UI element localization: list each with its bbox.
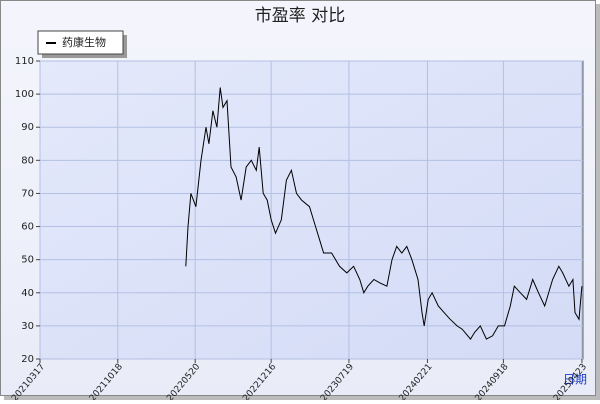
y-tick-label: 30 (21, 321, 34, 332)
y-tick-label: 80 (21, 155, 34, 166)
legend (37, 30, 124, 55)
frame-shadow (596, 4, 600, 400)
y-tick-label: 60 (21, 222, 34, 233)
y-tick-label: 40 (21, 288, 34, 299)
x-axis-label: 日期 (563, 373, 587, 387)
plot-area (39, 60, 584, 360)
y-tick-label: 50 (21, 255, 34, 266)
y-tick-label: 90 (21, 122, 34, 133)
frame-shadow (4, 396, 600, 400)
y-tick-label: 20 (21, 354, 34, 365)
y-tick-label: 70 (21, 188, 34, 199)
data-line (185, 87, 583, 340)
y-tick-label: 110 (15, 56, 34, 67)
y-tick-label: 100 (15, 89, 34, 100)
chart-title: 市盈率 对比 (255, 6, 345, 26)
legend-label: 药康生物 (62, 35, 106, 49)
